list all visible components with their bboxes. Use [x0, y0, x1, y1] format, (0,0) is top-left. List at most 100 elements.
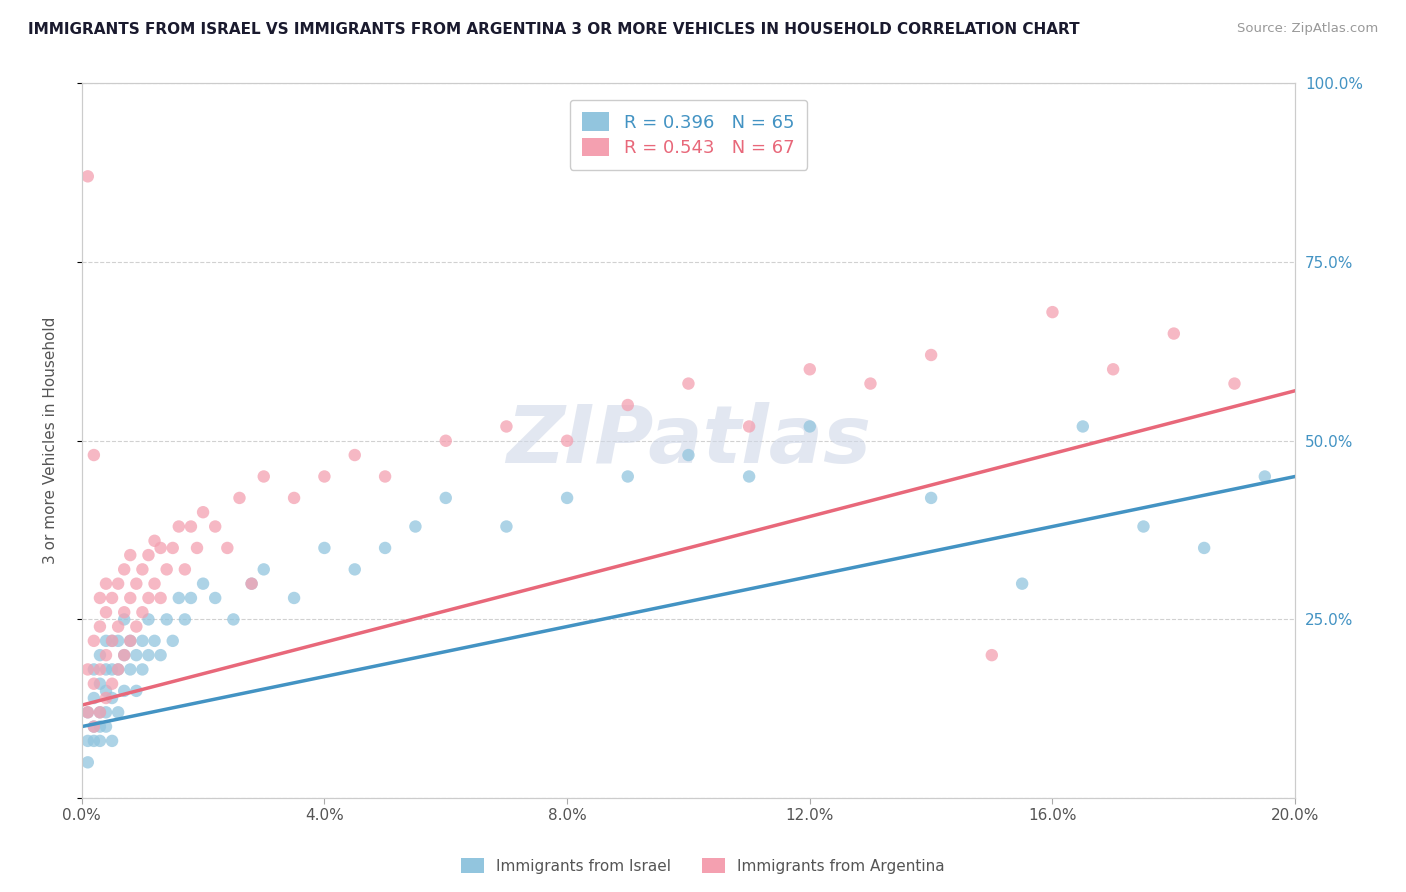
Point — [859, 376, 882, 391]
Point — [191, 505, 214, 519]
Point — [404, 519, 426, 533]
Point — [76, 662, 98, 676]
Point — [314, 469, 336, 483]
Point — [76, 169, 98, 184]
Point — [94, 684, 117, 698]
Point — [1071, 419, 1094, 434]
Point — [89, 619, 111, 633]
Point — [149, 648, 172, 662]
Point — [173, 562, 195, 576]
Point — [240, 576, 263, 591]
Point — [314, 541, 336, 555]
Point — [112, 605, 135, 619]
Point — [101, 591, 124, 605]
Point — [131, 662, 153, 676]
Point — [89, 662, 111, 676]
Point — [678, 448, 700, 462]
Point — [112, 612, 135, 626]
Text: IMMIGRANTS FROM ISRAEL VS IMMIGRANTS FROM ARGENTINA 3 OR MORE VEHICLES IN HOUSEH: IMMIGRANTS FROM ISRAEL VS IMMIGRANTS FRO… — [28, 22, 1080, 37]
Point — [83, 720, 105, 734]
Point — [138, 548, 160, 562]
Point — [1102, 362, 1125, 376]
Point — [799, 419, 821, 434]
Point — [143, 633, 166, 648]
Point — [101, 677, 124, 691]
Point — [555, 491, 578, 505]
Point — [149, 591, 172, 605]
Point — [217, 541, 239, 555]
Point — [107, 619, 129, 633]
Point — [138, 612, 160, 626]
Point — [94, 576, 117, 591]
Point — [186, 541, 208, 555]
Point — [138, 648, 160, 662]
Point — [138, 591, 160, 605]
Text: ZIPatlas: ZIPatlas — [506, 401, 870, 480]
Point — [143, 576, 166, 591]
Point — [76, 756, 98, 770]
Point — [125, 684, 148, 698]
Point — [89, 677, 111, 691]
Point — [920, 491, 942, 505]
Point — [83, 677, 105, 691]
Point — [94, 720, 117, 734]
Point — [94, 706, 117, 720]
Point — [101, 662, 124, 676]
Text: Source: ZipAtlas.com: Source: ZipAtlas.com — [1237, 22, 1378, 36]
Point — [76, 706, 98, 720]
Point — [112, 562, 135, 576]
Point — [107, 706, 129, 720]
Point — [980, 648, 1002, 662]
Point — [107, 662, 129, 676]
Point — [101, 691, 124, 706]
Point — [120, 591, 142, 605]
Point — [156, 612, 179, 626]
Point — [191, 576, 214, 591]
Point — [107, 633, 129, 648]
Point — [112, 684, 135, 698]
Point — [434, 491, 457, 505]
Point — [167, 591, 190, 605]
Point — [253, 469, 276, 483]
Point — [1223, 376, 1246, 391]
Point — [1132, 519, 1154, 533]
Y-axis label: 3 or more Vehicles in Household: 3 or more Vehicles in Household — [44, 317, 58, 565]
Point — [180, 519, 202, 533]
Point — [120, 548, 142, 562]
Point — [94, 691, 117, 706]
Point — [83, 691, 105, 706]
Point — [920, 348, 942, 362]
Point — [240, 576, 263, 591]
Point — [343, 448, 366, 462]
Point — [738, 469, 761, 483]
Point — [180, 591, 202, 605]
Point — [112, 648, 135, 662]
Point — [125, 619, 148, 633]
Point — [125, 648, 148, 662]
Point — [83, 633, 105, 648]
Point — [678, 376, 700, 391]
Point — [94, 633, 117, 648]
Point — [120, 662, 142, 676]
Point — [616, 398, 638, 412]
Point — [434, 434, 457, 448]
Point — [204, 519, 226, 533]
Point — [1042, 305, 1064, 319]
Point — [83, 720, 105, 734]
Point — [149, 541, 172, 555]
Point — [253, 562, 276, 576]
Point — [83, 448, 105, 462]
Point — [173, 612, 195, 626]
Point — [76, 734, 98, 748]
Point — [112, 648, 135, 662]
Point — [94, 605, 117, 619]
Point — [125, 576, 148, 591]
Point — [162, 633, 184, 648]
Legend: R = 0.396   N = 65, R = 0.543   N = 67: R = 0.396 N = 65, R = 0.543 N = 67 — [569, 100, 807, 169]
Point — [1192, 541, 1215, 555]
Point — [120, 633, 142, 648]
Point — [131, 562, 153, 576]
Point — [101, 734, 124, 748]
Point — [89, 706, 111, 720]
Point — [495, 419, 517, 434]
